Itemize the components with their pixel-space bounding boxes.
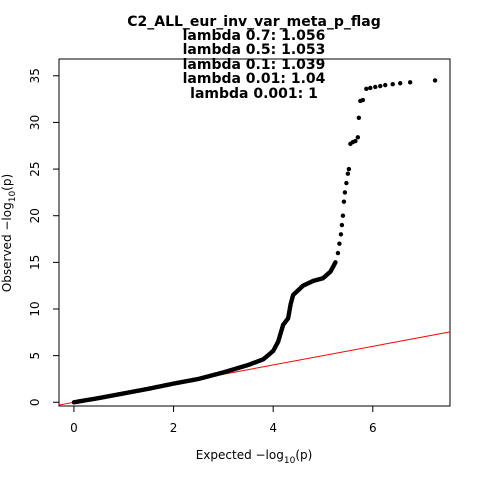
y-axis-label-prefix: Observed −log (0, 202, 14, 292)
qq-point-306 (407, 80, 413, 85)
x-axis-label-sub: 10 (284, 456, 296, 466)
qq-point-305 (397, 81, 403, 86)
y-axis: 0 5 10 15 20 25 30 35 (28, 68, 60, 406)
title-line-6: lambda 0.001: 1 (190, 86, 318, 102)
qq-point-289 (344, 180, 349, 186)
y-tick-label: 10 (28, 301, 42, 316)
data-points (71, 78, 438, 405)
x-axis: 0 2 4 6 (70, 405, 377, 435)
qq-point-281 (333, 260, 338, 265)
chart-title: C2_ALL_eur_inv_var_meta_p_flag lambda 0.… (127, 14, 381, 102)
title-line-3: lambda 0.5: 1.053 (183, 42, 326, 58)
y-tick-label: 15 (28, 255, 42, 270)
x-axis-label: Expected −log10(p) (196, 448, 313, 466)
x-axis-label-prefix: Expected −log (196, 448, 284, 462)
qq-point-294 (353, 138, 358, 144)
qq-point-282 (335, 250, 341, 256)
y-axis-label: Observed −log10(p) (0, 174, 18, 292)
y-tick-label: 30 (28, 115, 42, 130)
qq-point-298 (360, 97, 366, 103)
x-tick-label: 2 (170, 421, 178, 435)
qq-point-296 (356, 115, 362, 120)
title-line-2: lambda 0.7: 1.056 (183, 28, 326, 44)
qq-point-307 (432, 78, 438, 83)
qq-point-300 (368, 85, 373, 91)
qq-point-304 (390, 81, 395, 87)
title-line-5: lambda 0.01: 1.04 (183, 71, 326, 87)
qq-point-283 (337, 241, 342, 246)
title-line-1: C2_ALL_eur_inv_var_meta_p_flag (127, 14, 381, 30)
y-tick-label: 20 (28, 208, 42, 223)
x-tick-label: 6 (369, 421, 377, 435)
qq-point-284 (338, 232, 344, 237)
plot-frame (58, 58, 451, 407)
y-axis-label-sub: 10 (8, 191, 18, 203)
qq-point-302 (378, 83, 383, 89)
title-line-4: lambda 0.1: 1.039 (183, 57, 326, 73)
x-axis-label-suffix: (p) (295, 448, 312, 462)
qq-point-303 (383, 82, 388, 88)
y-tick-label: 0 (28, 398, 42, 406)
qq-point-288 (342, 190, 348, 195)
qq-point-285 (339, 222, 345, 228)
y-tick-label: 35 (28, 68, 42, 83)
x-tick-label: 0 (70, 421, 78, 435)
qq-point-290 (345, 171, 351, 176)
qq-point-295 (355, 135, 361, 140)
qq-point-301 (373, 84, 378, 90)
qq-point-287 (341, 199, 347, 204)
y-tick-label: 5 (28, 352, 42, 360)
y-tick-label: 25 (28, 161, 42, 176)
qq-point-291 (346, 166, 352, 172)
qq-point-299 (364, 86, 369, 92)
qq-point-286 (340, 213, 346, 218)
y-axis-label-suffix: (p) (0, 174, 14, 191)
x-tick-label: 4 (269, 421, 277, 435)
